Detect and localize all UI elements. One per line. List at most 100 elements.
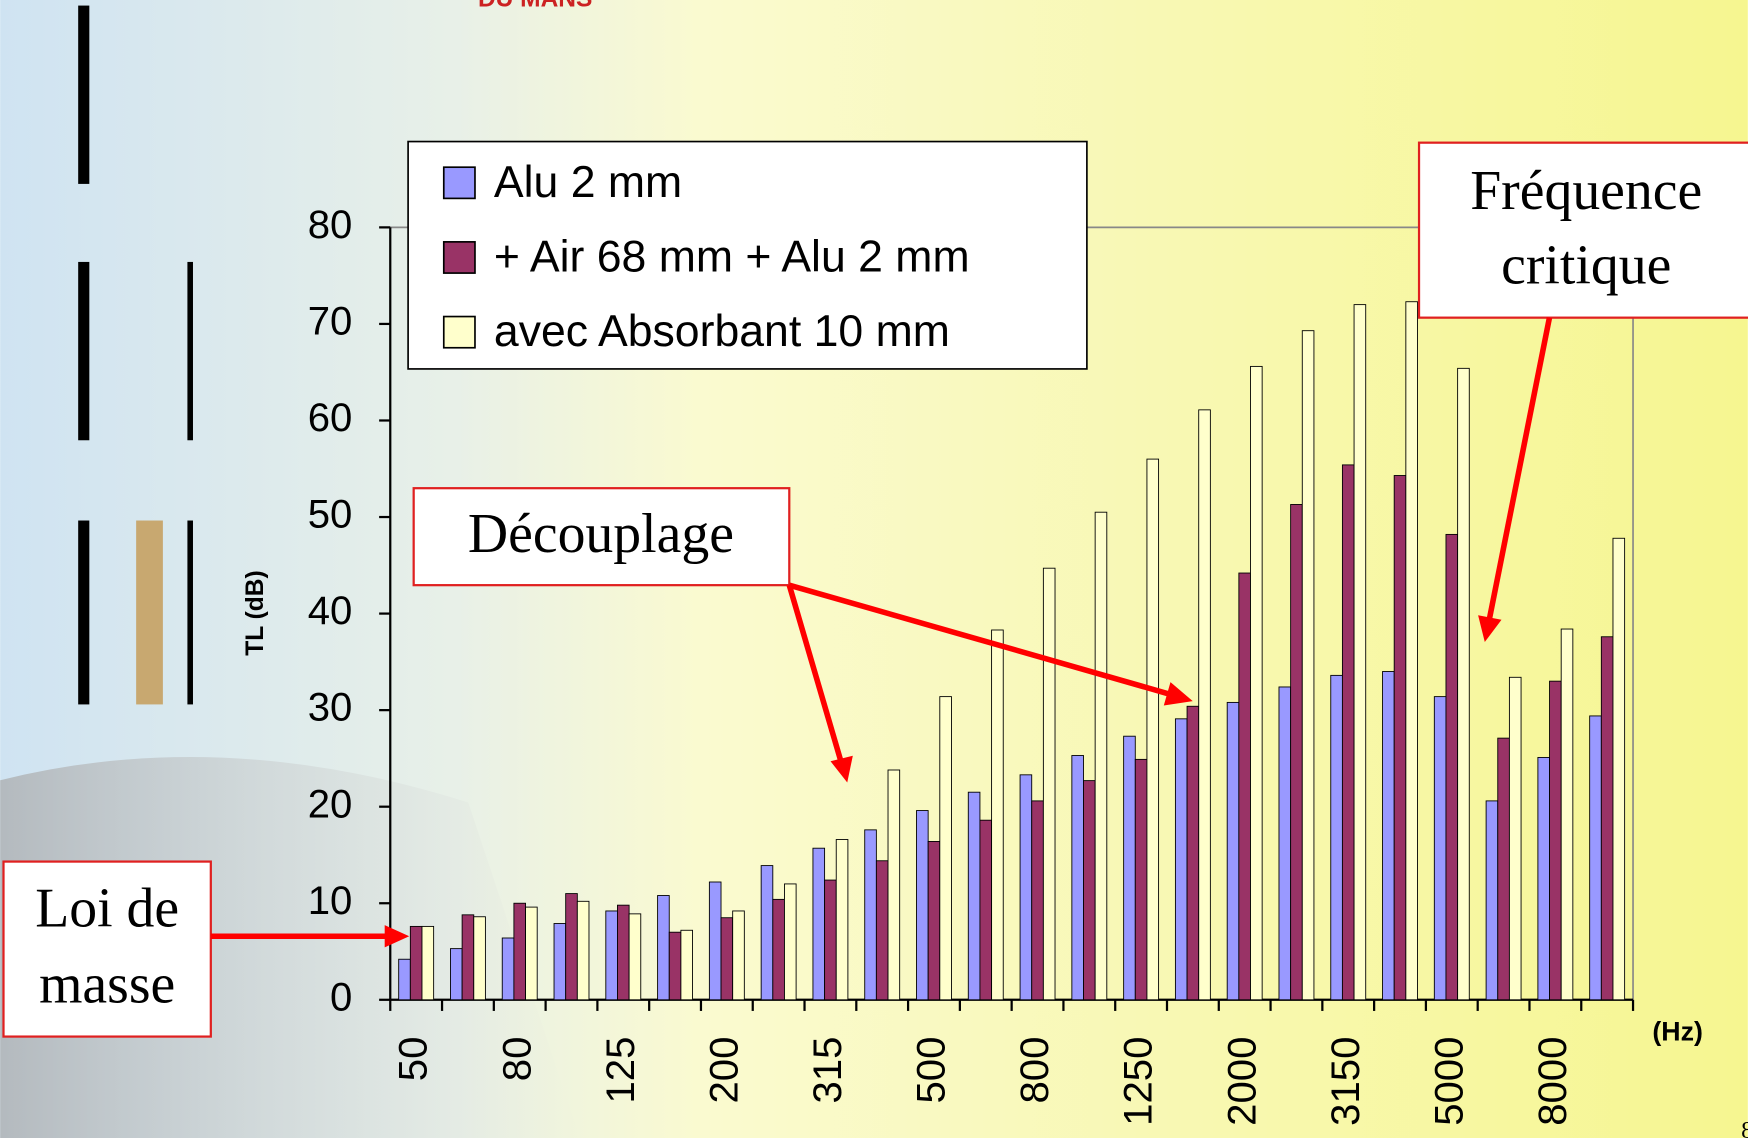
bar (1497, 737, 1510, 1001)
arrows (210, 317, 1553, 948)
bar (450, 948, 463, 1001)
bar (1174, 718, 1188, 1001)
x-tick-label: 200 (701, 1037, 746, 1104)
annotation: masse (39, 954, 175, 1016)
bar (1353, 304, 1367, 1001)
bar (1278, 686, 1292, 1001)
bar (1042, 567, 1056, 1001)
bar (1226, 701, 1240, 1001)
bar (1330, 674, 1343, 1001)
bar (1134, 758, 1148, 1001)
legend-label: + Air 68 mm + Alu 2 mm (494, 232, 970, 281)
x-tick-label: 3150 (1323, 1037, 1368, 1126)
x-tick-label: 2000 (1219, 1037, 1264, 1126)
y-tick-label: 10 (308, 878, 353, 923)
bar (784, 883, 797, 1001)
bar (967, 791, 981, 1001)
bar (605, 910, 618, 1001)
y-tick-label: 50 (308, 492, 353, 537)
y-tick-label: 30 (308, 685, 353, 730)
bar (525, 906, 538, 1001)
bar (835, 839, 849, 1001)
legend-swatch (442, 241, 476, 274)
bar (720, 917, 734, 1001)
x-tick-label: 500 (909, 1037, 954, 1104)
bar (565, 893, 578, 1001)
bar (1405, 301, 1418, 1001)
bar (1250, 365, 1263, 1001)
y-tick-label: 80 (308, 202, 353, 247)
annotation-box (2, 860, 212, 1038)
bar (1290, 504, 1303, 1001)
bar (887, 769, 901, 1001)
legend-swatch (442, 315, 476, 349)
bar (576, 900, 590, 1001)
bar (398, 958, 411, 1001)
bar (979, 819, 993, 1001)
bar (1094, 511, 1108, 1001)
bar (1186, 705, 1200, 1001)
bar (927, 840, 941, 1001)
bar (1393, 475, 1407, 1001)
x-tick-label: 80 (494, 1037, 539, 1082)
legend-label: Alu 2 mm (494, 158, 682, 207)
bar (501, 937, 515, 1001)
bar (1123, 735, 1136, 1001)
bar (864, 829, 877, 1001)
bar (1457, 367, 1470, 1001)
bar (1600, 636, 1614, 1001)
bar (421, 925, 435, 1001)
bar (732, 910, 745, 1001)
bar (1083, 780, 1096, 1001)
y-tick-label: 70 (308, 299, 353, 344)
x-tick-label: 5000 (1426, 1037, 1471, 1126)
bar (657, 895, 670, 1001)
bar (617, 904, 630, 1001)
legend-swatch (442, 166, 476, 200)
y-tick-label: 0 (330, 974, 352, 1019)
bar (1445, 533, 1459, 1001)
bar (1612, 537, 1626, 1001)
legend: Alu 2 mm + Air 68 mm + Alu 2 mm avec Absor… (407, 140, 1088, 370)
bar (1485, 800, 1499, 1001)
bar (628, 913, 642, 1001)
bar (473, 916, 486, 1001)
bar (553, 923, 567, 1001)
bar (1019, 774, 1033, 1001)
bar (991, 629, 1004, 1001)
bar (824, 879, 837, 1001)
annotation: Découplage (468, 503, 734, 565)
bar (1560, 628, 1574, 1001)
annotation-box (412, 487, 791, 587)
bar (1031, 800, 1044, 1001)
bar (1071, 755, 1084, 1001)
bar (772, 898, 785, 1001)
y-tick-label: 20 (308, 781, 353, 826)
bar (1433, 696, 1447, 1001)
x-tick-label: 8000 (1530, 1037, 1575, 1126)
annotation: Fréquence (1470, 160, 1702, 222)
bar (668, 931, 682, 1001)
bar (1198, 409, 1211, 1001)
x-tick-label: 125 (598, 1037, 643, 1104)
bar (680, 929, 693, 1001)
bar (1301, 330, 1315, 1001)
bar (461, 914, 475, 1001)
building-photo (0, 756, 580, 1138)
bar (708, 881, 722, 1001)
header-text: DU MANS (478, 0, 592, 12)
bar (1589, 715, 1602, 1001)
bar (1341, 464, 1355, 1001)
x-tick-label: 1250 (1116, 1037, 1161, 1126)
annotation: Loi de (35, 878, 179, 940)
annotations: Découplage Fréquence critique Loi de mas… (2, 141, 1748, 1038)
bar (1238, 572, 1251, 1001)
bar (875, 860, 889, 1001)
bar (1549, 680, 1562, 1001)
bar (939, 696, 952, 1001)
bar (409, 925, 423, 1001)
y-tick-label: 60 (308, 395, 353, 440)
bar (916, 810, 929, 1001)
